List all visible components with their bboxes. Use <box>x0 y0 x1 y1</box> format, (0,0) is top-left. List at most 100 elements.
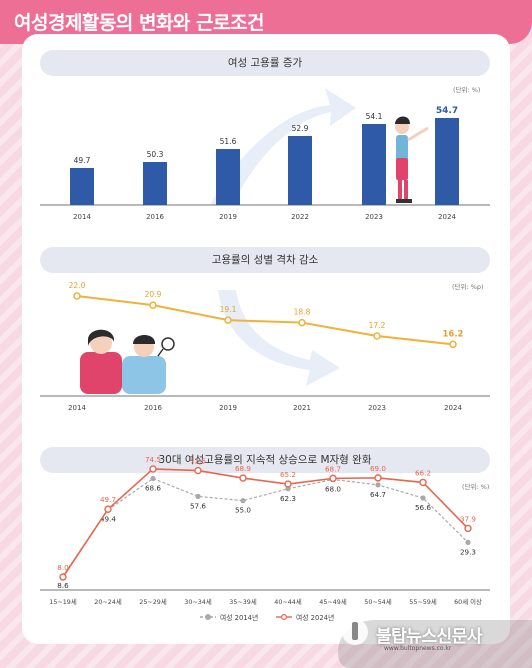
point-value-label: 8.0 <box>57 563 69 572</box>
chart1-unit: (단위: %) <box>453 86 481 94</box>
point-value-label: 73.5 <box>190 457 206 466</box>
woman-pointing-illustration <box>395 116 429 203</box>
x-tick-label: 2014 <box>73 213 91 221</box>
data-point <box>195 493 201 499</box>
data-point <box>194 466 202 475</box>
point-value-label: 68.0 <box>325 485 341 494</box>
point-value-label: 22.0 <box>69 281 86 290</box>
chart2-title: 고용률의 성별 격차 감소 <box>211 254 319 266</box>
chart3-legend: 여성 2014년 여성 2024년 <box>200 613 334 622</box>
chart1-marks: 49.7 2014 50.3 2016 51.6 2019 52.9 2022 54.1 2023… <box>70 106 459 221</box>
bar <box>216 149 240 205</box>
point-value-label: 18.8 <box>294 308 311 317</box>
x-tick-label: 55~59세 <box>409 597 437 606</box>
two-women-illustration <box>80 329 175 394</box>
watermark-logo <box>338 619 532 668</box>
data-point <box>149 465 157 473</box>
point-value-label: 68.6 <box>145 484 161 493</box>
x-tick-label: 2024 <box>444 404 462 412</box>
series-line-1 <box>62 468 469 578</box>
legend-marker <box>281 613 288 620</box>
point-value-label: 69.0 <box>370 464 386 473</box>
chart2-marks: 22.0 2014 20.9 2016 19.1 2019 18.8 2021 17.2 2023… <box>68 281 463 412</box>
chart3-title: 30대 여성고용률의 지속적 상승으로 M자형 완화 <box>158 454 372 466</box>
point-value-label: 20.9 <box>145 290 162 299</box>
x-tick-label: 2021 <box>293 404 311 412</box>
x-tick-label: 45~49세 <box>319 597 347 606</box>
decline-arrow-illustration <box>218 290 340 386</box>
data-point <box>73 292 81 300</box>
point-value-label: 49.4 <box>100 515 116 524</box>
point-value-label: 49.7 <box>100 495 116 504</box>
point-value-label: 17.2 <box>369 321 386 330</box>
point-value-label: 65.2 <box>280 470 296 479</box>
series-line-0 <box>62 477 469 577</box>
chart3-marks: 8.6 49.4 68.6 57.6 55.0 62.3 68.0 64.7 56.6 29.3 8… <box>49 455 482 606</box>
bar <box>143 162 167 205</box>
data-point <box>464 524 472 533</box>
bar-value-label: 50.3 <box>147 150 164 159</box>
x-tick-label: 2014 <box>68 404 86 412</box>
point-value-label: 16.2 <box>443 329 464 339</box>
series-line <box>76 295 454 346</box>
point-value-label: 37.9 <box>460 514 476 523</box>
page-title: 여성경제활동의 변화와 근로조건 <box>14 12 264 34</box>
watermark-url: www.bultopnews.co.kr <box>384 645 452 652</box>
x-tick-label: 2023 <box>365 213 383 221</box>
point-value-label: 19.1 <box>220 305 237 314</box>
legend-label: 여성 2014년 <box>220 613 258 622</box>
point-value-label: 68.7 <box>325 464 341 473</box>
point-value-label: 66.2 <box>415 468 431 477</box>
x-tick-label: 60세 이상 <box>454 597 482 606</box>
data-point <box>375 482 381 488</box>
x-tick-label: 2019 <box>219 404 237 412</box>
bar-value-label: 54.7 <box>436 106 458 116</box>
point-value-label: 8.6 <box>57 581 69 590</box>
point-value-label: 56.6 <box>415 503 431 512</box>
bar <box>288 136 312 205</box>
data-point <box>104 505 112 513</box>
x-tick-label: 35~39세 <box>229 597 257 606</box>
data-point <box>284 480 292 488</box>
point-value-label: 29.3 <box>460 547 476 556</box>
bar <box>435 118 459 205</box>
bar <box>70 168 94 205</box>
data-point <box>224 316 232 324</box>
chart3-title-pill: 30대 여성고용률의 지속적 상승으로 M자형 완화 <box>40 447 490 473</box>
chart1-title: 여성 고용률 증가 <box>227 57 303 69</box>
x-tick-label: 2022 <box>291 213 309 221</box>
legend-label: 여성 2024년 <box>296 613 334 622</box>
x-tick-label: 40~44세 <box>274 597 302 606</box>
watermark-name: 불탑뉴스신문사 <box>376 627 482 647</box>
x-tick-label: 50~54세 <box>364 597 392 606</box>
bar-value-label: 52.9 <box>292 124 309 133</box>
point-value-label: 74.5 <box>145 455 161 464</box>
data-point <box>419 478 427 487</box>
x-tick-label: 2016 <box>144 404 162 412</box>
point-value-label: 68.9 <box>235 464 251 473</box>
x-tick-label: 2016 <box>146 213 164 221</box>
data-point <box>240 498 246 504</box>
data-point <box>329 474 337 483</box>
x-tick-label: 15~19세 <box>49 597 77 606</box>
growth-arrow-illustration <box>210 88 356 205</box>
x-tick-label: 20~24세 <box>94 597 122 606</box>
data-point <box>298 318 306 327</box>
bar <box>362 124 386 205</box>
data-point <box>373 332 381 340</box>
x-tick-label: 2024 <box>438 213 456 221</box>
x-tick-label: 2019 <box>219 213 237 221</box>
point-value-label: 55.0 <box>235 506 251 515</box>
data-point <box>449 340 457 349</box>
data-point <box>59 573 67 581</box>
chart2-unit: (단위: %p) <box>452 283 484 291</box>
chart3-unit: (단위: %) <box>462 483 490 491</box>
chart1-title-pill: 여성 고용률 증가 <box>40 50 490 76</box>
bar-value-label: 54.1 <box>366 112 383 121</box>
x-tick-label: 30~34세 <box>184 597 212 606</box>
data-point <box>374 474 382 482</box>
point-value-label: 64.7 <box>370 490 386 499</box>
legend-marker <box>205 613 212 620</box>
data-point <box>465 539 471 545</box>
